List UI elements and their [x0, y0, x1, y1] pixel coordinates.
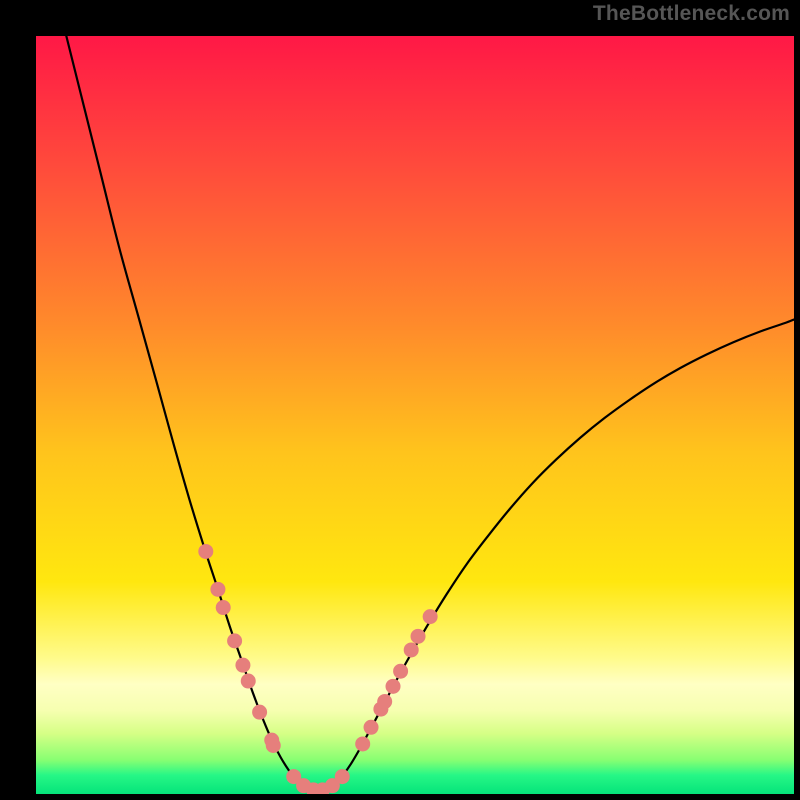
data-point	[364, 720, 379, 735]
data-point	[355, 736, 370, 751]
data-point	[235, 658, 250, 673]
plot-area	[36, 36, 794, 794]
chart-svg	[36, 36, 794, 794]
data-point	[198, 544, 213, 559]
data-point	[411, 629, 426, 644]
data-point	[241, 674, 256, 689]
data-point	[335, 769, 350, 784]
data-point	[423, 609, 438, 624]
data-point	[210, 582, 225, 597]
data-point	[386, 679, 401, 694]
watermark-label: TheBottleneck.com	[593, 2, 790, 26]
data-point	[252, 705, 267, 720]
data-point	[216, 600, 231, 615]
data-point	[227, 633, 242, 648]
chart-frame: TheBottleneck.com	[0, 0, 800, 800]
data-point	[266, 738, 281, 753]
data-point	[404, 642, 419, 657]
data-point	[393, 664, 408, 679]
data-point	[377, 694, 392, 709]
chart-background	[36, 36, 794, 794]
